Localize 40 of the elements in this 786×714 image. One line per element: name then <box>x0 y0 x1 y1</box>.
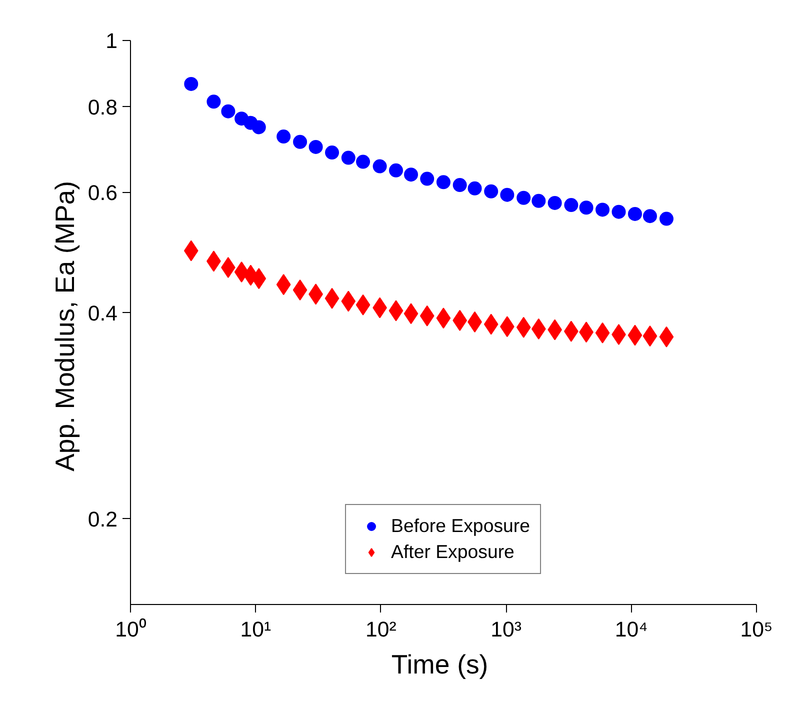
point <box>404 168 418 182</box>
point <box>548 196 562 210</box>
y-axis-title: App. Modulus, Ea (MPa) <box>50 181 80 472</box>
point <box>659 212 674 226</box>
point <box>276 130 291 144</box>
point <box>325 146 340 160</box>
point <box>564 198 578 212</box>
point <box>468 181 482 196</box>
point <box>532 194 546 208</box>
point <box>452 178 467 192</box>
legend-label: Before Exposure <box>391 515 530 537</box>
point <box>500 188 514 202</box>
point <box>341 150 356 165</box>
point <box>579 200 594 215</box>
y-tick-label: 0.8 <box>88 95 118 120</box>
legend-label: After Exposure <box>391 541 514 563</box>
point <box>356 154 370 169</box>
point <box>293 134 308 149</box>
x-tick-label: 10⁰ <box>115 618 147 642</box>
point <box>308 140 323 154</box>
point <box>388 163 403 178</box>
y-tick-label: 0.2 <box>88 507 118 532</box>
point <box>516 190 531 205</box>
y-tick-label: 1 <box>106 29 118 53</box>
x-tick-label: 10² <box>365 618 396 642</box>
x-axis-title: Time (s) <box>391 650 488 680</box>
y-tick-label: 0.6 <box>88 180 118 205</box>
point <box>420 172 434 186</box>
point <box>372 159 387 174</box>
point <box>612 204 626 219</box>
point <box>596 202 610 217</box>
point <box>642 209 657 224</box>
x-tick-label: 10³ <box>490 618 522 642</box>
y-tick-label: 0.4 <box>88 301 118 326</box>
point <box>436 175 450 190</box>
point <box>628 206 642 221</box>
x-tick-label: 10⁵ <box>740 618 773 642</box>
x-tick-label: 10⁴ <box>614 618 648 642</box>
x-tick-label: 10¹ <box>240 618 272 642</box>
point <box>484 184 498 198</box>
